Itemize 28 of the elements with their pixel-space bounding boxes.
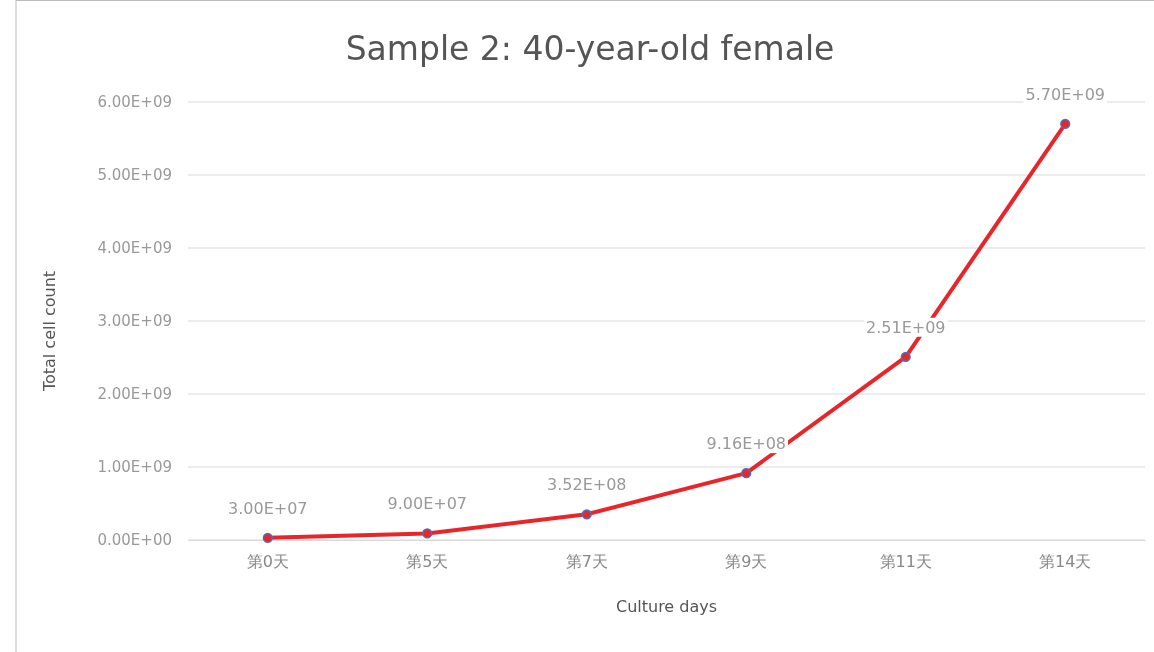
y-tick-label: 4.00E+09 <box>97 239 172 258</box>
x-tick-label: 第9天 <box>725 552 768 572</box>
y-tick-label: 1.00E+09 <box>97 458 172 477</box>
y-tick-label: 3.00E+09 <box>97 312 172 331</box>
point <box>262 532 273 543</box>
data-label: 5.70E+09 <box>1025 84 1105 104</box>
x-tick-label: 第0天 <box>246 552 289 572</box>
data-label: 2.51E+09 <box>866 317 946 337</box>
y-tick-label: 0.00E+00 <box>97 531 172 550</box>
data-label: 3.52E+08 <box>547 475 627 495</box>
x-tick-label: 第5天 <box>406 552 449 572</box>
x-tick-label: 第11天 <box>879 552 932 572</box>
data-label: 3.00E+07 <box>228 498 308 518</box>
data-label: 9.00E+07 <box>387 494 467 514</box>
x-axis-title: Culture days <box>615 597 718 616</box>
point <box>422 528 433 539</box>
y-tick-label: 2.00E+09 <box>97 385 172 404</box>
y-axis-title: Total cell count <box>40 270 59 393</box>
x-tick-label: 第14天 <box>1039 552 1092 572</box>
point <box>741 468 752 479</box>
chart-title: Sample 2: 40-year-old female <box>345 29 835 68</box>
y-tick-label: 6.00E+09 <box>97 93 172 112</box>
x-tick-label: 第7天 <box>565 552 608 572</box>
y-tick-label: 5.00E+09 <box>97 166 172 185</box>
point <box>581 509 592 520</box>
point <box>1060 118 1071 130</box>
point <box>900 351 911 362</box>
data-label: 9.16E+08 <box>706 434 786 454</box>
